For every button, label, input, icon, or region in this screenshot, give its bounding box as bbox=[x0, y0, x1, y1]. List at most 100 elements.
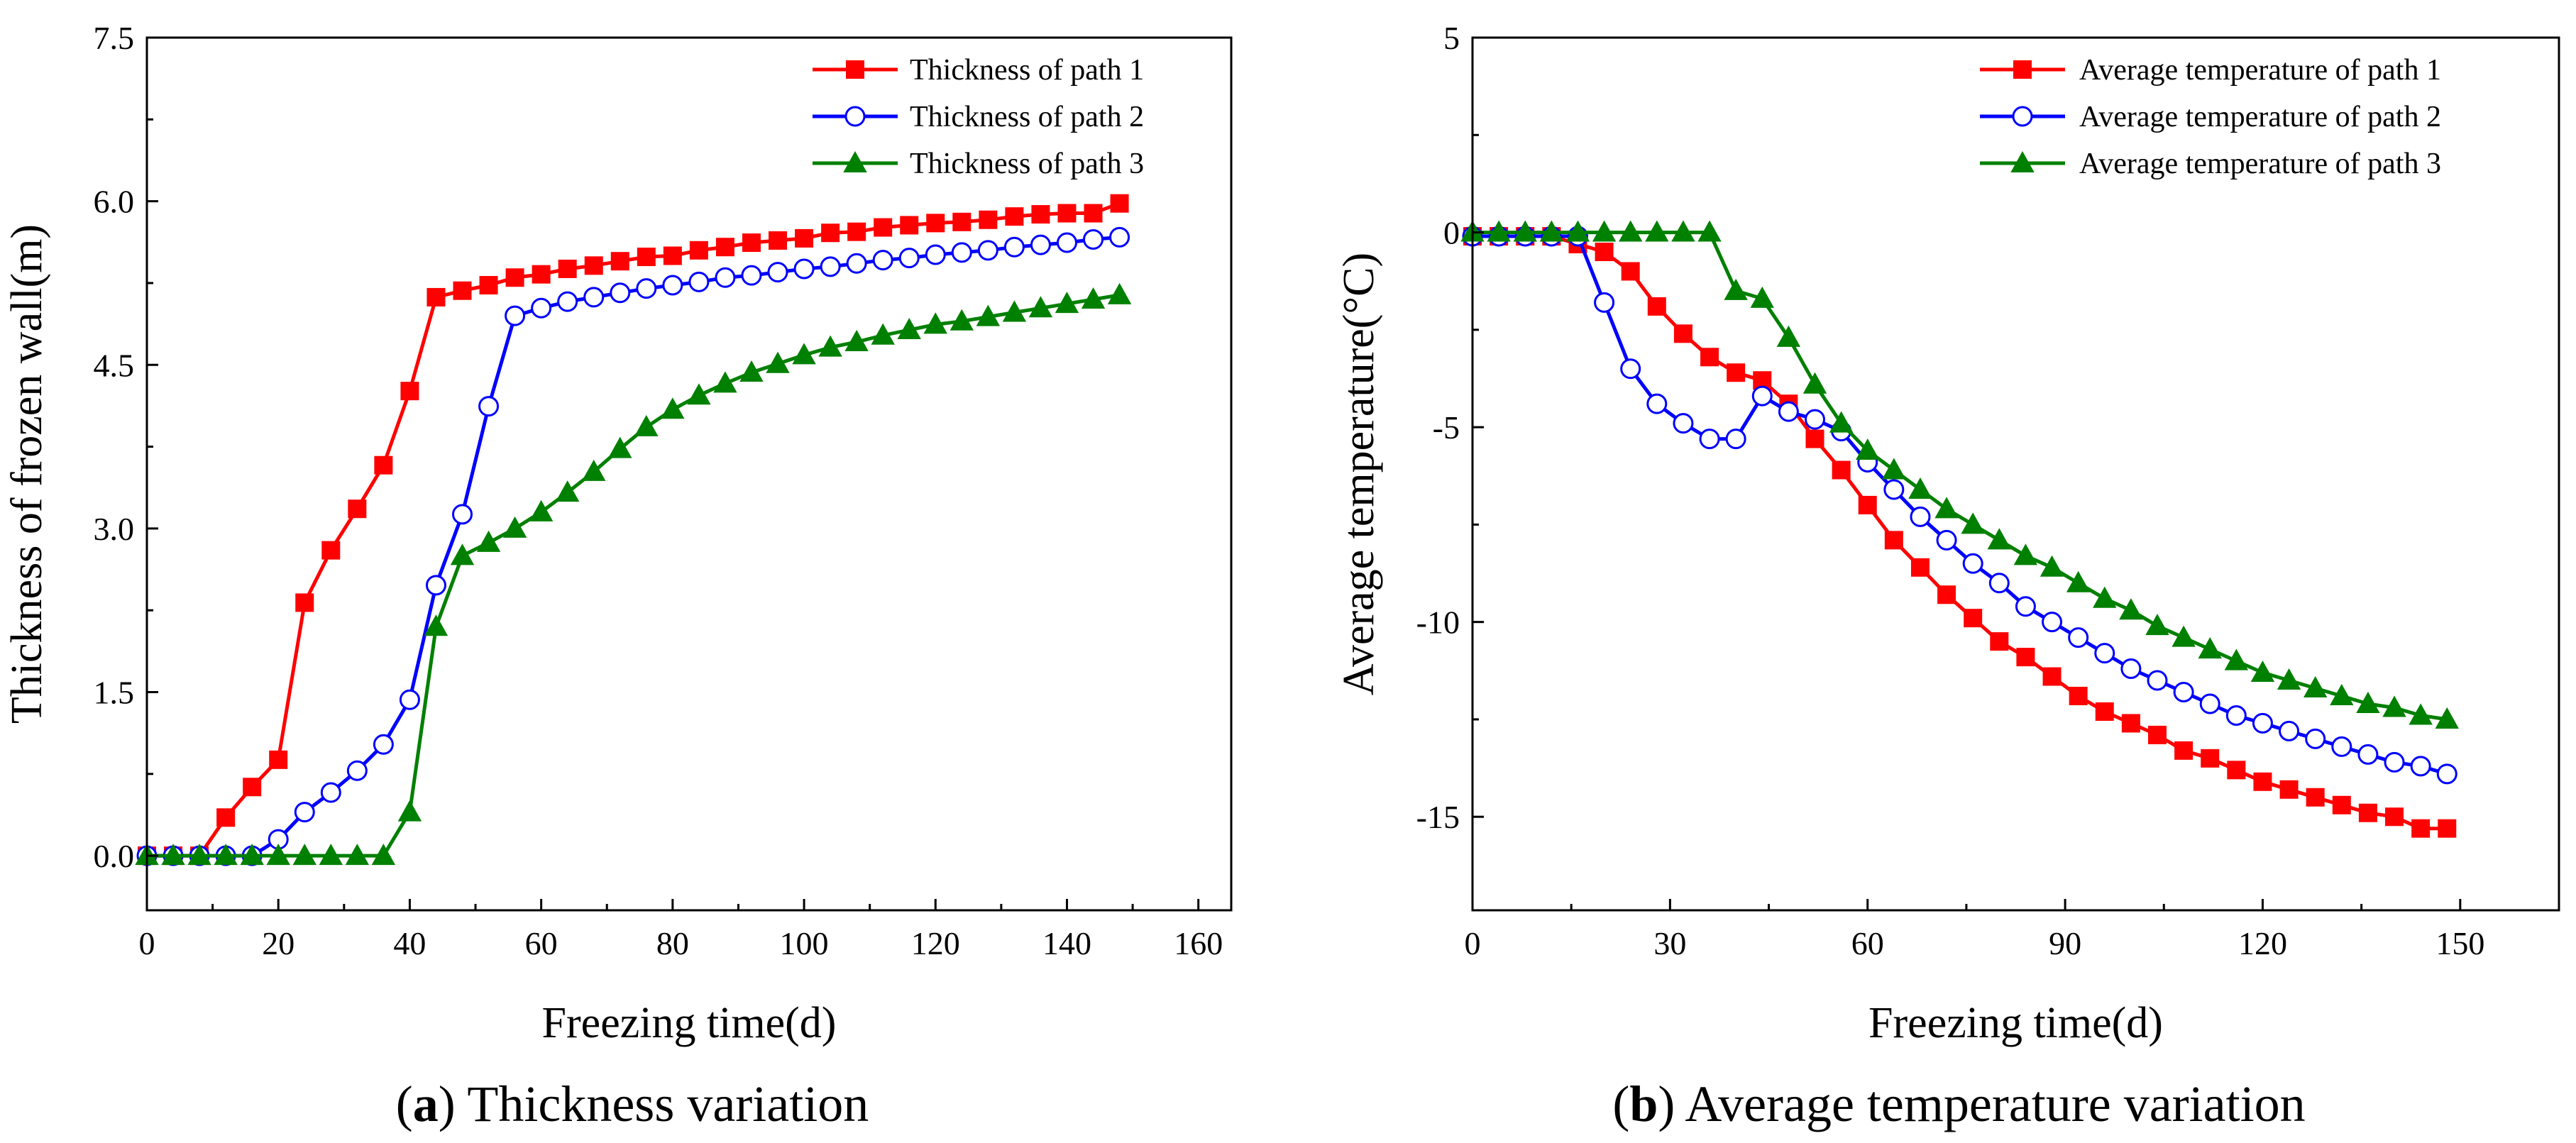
chart-b-point bbox=[1910, 506, 1931, 527]
chart-a-point bbox=[425, 575, 446, 596]
chart-b-point bbox=[2069, 686, 2088, 705]
chart-a-point bbox=[479, 276, 498, 295]
chart-a-legend-label: Thickness of path 1 bbox=[910, 54, 1144, 87]
chart-b-caption: (b) Average temperature variation bbox=[1612, 1076, 2305, 1132]
chart-b-point bbox=[1832, 460, 1851, 480]
chart-a-point bbox=[426, 287, 446, 307]
chart-a-point bbox=[319, 844, 343, 866]
chart-a-point bbox=[1081, 287, 1106, 309]
caption-letter: a bbox=[413, 1076, 439, 1132]
chart-a-x-tick-label: 160 bbox=[1174, 925, 1223, 961]
chart-a-point bbox=[874, 218, 893, 237]
chart-a-point bbox=[1057, 204, 1077, 223]
chart-b-legend-item: Average temperature of path 3 bbox=[1980, 148, 2441, 180]
chart-b-point bbox=[1647, 297, 1666, 316]
chart-a-point bbox=[1003, 236, 1025, 258]
chart-a-point bbox=[793, 258, 815, 280]
chart-a-point bbox=[872, 250, 893, 271]
chart-a-y-axis-title: Thickness of frozen wall(m) bbox=[3, 224, 51, 724]
chart-b-point bbox=[1987, 528, 2012, 550]
chart-a-point bbox=[715, 238, 734, 257]
chart-b-point bbox=[2015, 596, 2036, 617]
chart-b-point bbox=[2066, 570, 2091, 592]
chart-a-point bbox=[898, 248, 920, 269]
chart-a-point bbox=[689, 241, 708, 260]
chart-a-x-axis-title: Freezing time(d) bbox=[542, 999, 837, 1047]
chart-b-point bbox=[2093, 586, 2117, 608]
chart-b-y-tick-label: -5 bbox=[1433, 409, 1460, 446]
chart-a-legend-label: Thickness of path 2 bbox=[910, 101, 1144, 133]
chart-a-point bbox=[557, 291, 578, 312]
caption-close-paren: ) bbox=[439, 1076, 456, 1132]
chart-a-y-tick-label: 6.0 bbox=[94, 184, 135, 220]
chart-b-point bbox=[1594, 292, 1615, 313]
chart-a-x-tick-label: 140 bbox=[1042, 925, 1091, 961]
chart-b-y-tick-label: 5 bbox=[1443, 20, 1460, 56]
chart-b-point bbox=[1988, 573, 2010, 594]
chart-a-point bbox=[321, 541, 341, 560]
chart-a-plot-area bbox=[135, 194, 1132, 866]
chart-a-legend-item: Thickness of path 2 bbox=[813, 101, 1144, 133]
chart-b-point bbox=[2198, 637, 2222, 659]
chart-a-x-tick-label: 40 bbox=[393, 925, 426, 961]
chart-a-legend-item: Thickness of path 3 bbox=[813, 148, 1144, 180]
chart-a-point bbox=[608, 436, 632, 458]
chart-a-point bbox=[450, 543, 475, 565]
chart-a-point bbox=[582, 459, 606, 481]
chart-a-point bbox=[529, 499, 554, 521]
chart-a-point bbox=[925, 244, 946, 265]
chart-a-point bbox=[663, 246, 682, 265]
chart-b-point bbox=[1645, 220, 1669, 242]
chart-b-point bbox=[2120, 658, 2142, 680]
chart-b-point bbox=[2306, 788, 2325, 807]
chart-b-x-tick-label: 0 bbox=[1465, 925, 1481, 961]
caption-close-paren: ) bbox=[1658, 1076, 1675, 1132]
chart-a-point bbox=[292, 844, 317, 866]
chart-b-point bbox=[2095, 702, 2114, 721]
chart-b-point bbox=[1487, 220, 1511, 242]
chart-b-point bbox=[2145, 614, 2169, 636]
chart-b-point bbox=[1937, 585, 1956, 604]
chart-b-point bbox=[1673, 413, 1694, 434]
chart-b-point bbox=[2305, 728, 2326, 749]
chart-a-point bbox=[926, 214, 945, 233]
chart-b-point bbox=[2410, 756, 2431, 777]
chart-a-point bbox=[843, 150, 867, 172]
chart-a-point bbox=[1055, 292, 1079, 314]
chart-a-series-3-line bbox=[147, 293, 1121, 858]
chart-b-point bbox=[2042, 667, 2062, 686]
chart-a: 0 20 40 60 80 100 120 140 160 0.0 1.5 3.0 4.5 6.0 7.5 F… bbox=[3, 20, 1233, 1132]
chart-a-point bbox=[846, 60, 864, 79]
chart-a-point bbox=[584, 256, 603, 275]
caption-open-paren: ( bbox=[396, 1076, 413, 1132]
chart-b-point bbox=[2331, 736, 2352, 757]
chart-b-point bbox=[2013, 543, 2038, 565]
chart-b-y-axis-title: Average temperature(°C) bbox=[1335, 253, 1383, 695]
chart-b-legend-item: Average temperature of path 1 bbox=[1980, 54, 2441, 87]
chart-a-point bbox=[266, 844, 290, 866]
chart-a-point bbox=[374, 455, 393, 475]
chart-b-point bbox=[1595, 243, 1614, 262]
chart-b-point bbox=[1621, 262, 1640, 281]
chart-b-y-tick-label: -15 bbox=[1416, 799, 1460, 835]
chart-a-point bbox=[976, 304, 1001, 326]
chart-a-point bbox=[742, 233, 761, 253]
chart-b: 0 30 60 90 120 150 -15 -10 -5 0 5 Freezing time(d) A… bbox=[1335, 20, 2560, 1132]
chart-b-frame bbox=[1471, 36, 2560, 912]
chart-a-point bbox=[818, 335, 842, 357]
chart-a-point bbox=[688, 271, 710, 292]
chart-b-point bbox=[1990, 632, 2009, 651]
chart-a-point bbox=[346, 760, 368, 781]
chart-a-point bbox=[243, 778, 262, 797]
chart-a-point bbox=[1028, 296, 1053, 318]
chart-a-point bbox=[844, 106, 866, 127]
chart-b-point bbox=[2357, 744, 2379, 765]
chart-a-point bbox=[1084, 204, 1103, 223]
chart-b-point bbox=[1700, 348, 1719, 367]
chart-a-point bbox=[1109, 226, 1130, 248]
chart-b-point bbox=[2303, 675, 2328, 698]
chart-b-point bbox=[2252, 712, 2273, 734]
chart-b-point bbox=[1750, 286, 1774, 308]
chart-b-point bbox=[2436, 763, 2457, 785]
chart-a-point bbox=[977, 240, 998, 261]
